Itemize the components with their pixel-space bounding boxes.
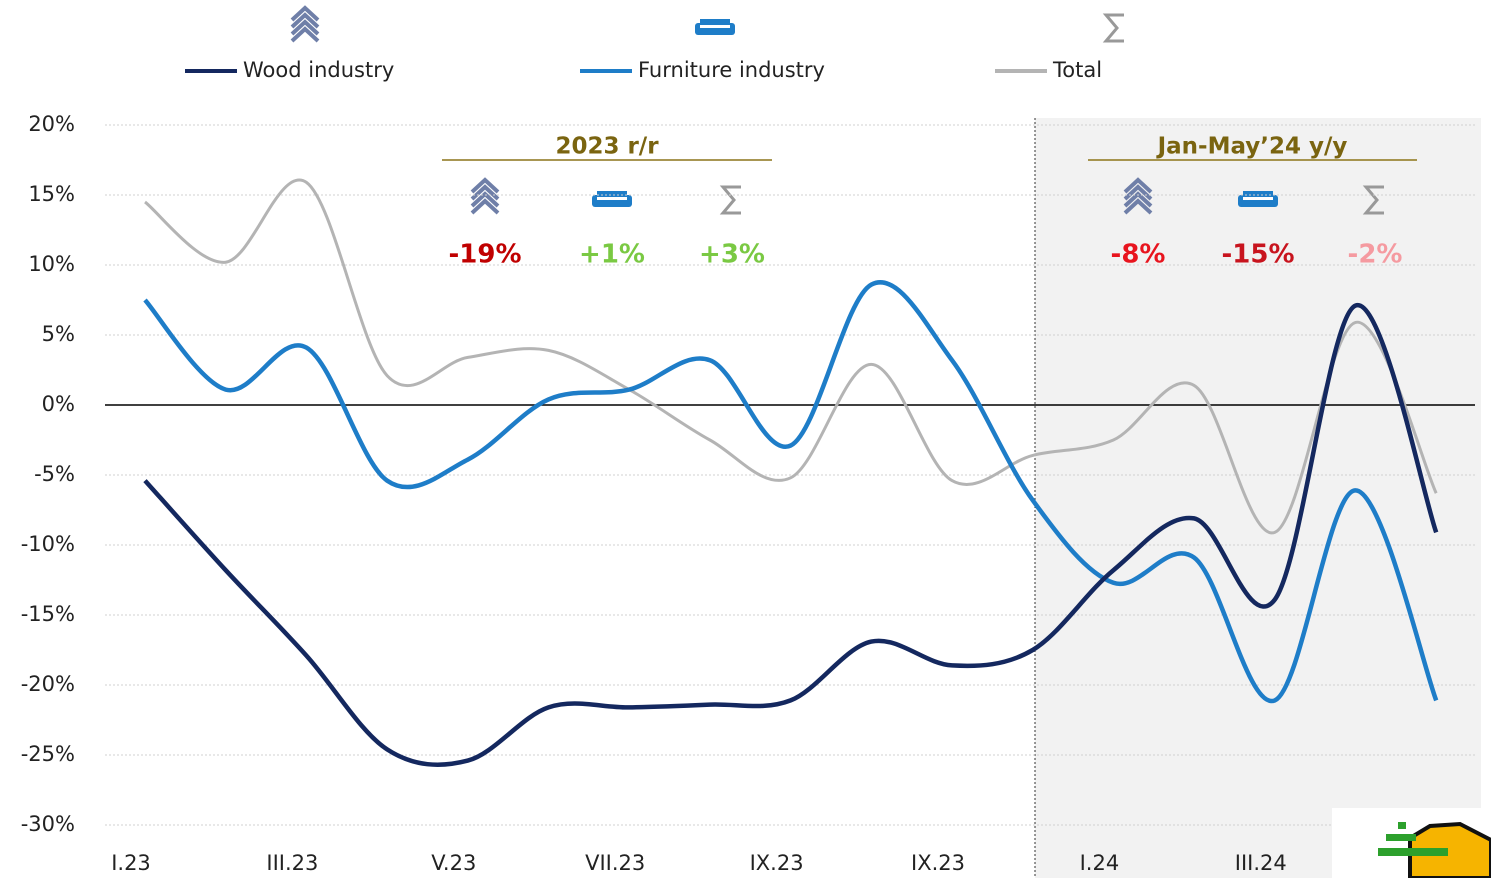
forecast-shade [1035, 118, 1481, 878]
x-tick-label: VII.23 [585, 851, 645, 875]
y-tick-label: 10% [28, 252, 75, 276]
sofa-seat [597, 191, 627, 196]
total-icon [1102, 13, 1124, 43]
total-icon [719, 185, 741, 215]
series-line [143, 280, 1439, 704]
sofa-seat [700, 19, 730, 24]
sofa-body [695, 23, 735, 35]
chevron [290, 12, 320, 29]
sofa-cushion [597, 197, 627, 200]
series-line [143, 303, 1439, 767]
annotation-value: -15% [1221, 240, 1294, 270]
y-tick-label: -25% [21, 742, 75, 766]
y-tick-label: -20% [21, 672, 75, 696]
chevron [1123, 177, 1153, 194]
annotation-value: -19% [448, 240, 521, 270]
sofa-seat [1243, 191, 1273, 196]
y-tick-label: 20% [28, 112, 75, 136]
legend-label: Wood industry [243, 58, 394, 82]
y-tick-label: 5% [42, 322, 75, 346]
annotation-value: -8% [1111, 240, 1166, 270]
x-tick-label: IX.23 [911, 851, 965, 875]
chevron [290, 26, 320, 43]
furniture-icon [592, 191, 632, 207]
annotation-title: 2023 r/r [555, 134, 659, 160]
icons [290, 5, 1384, 215]
plot: -30% -25% -20% -15% -10% -5% 0% 5% 10% 15% 20% I.23… [21, 112, 1475, 875]
sofa-body [592, 195, 632, 207]
furniture-icon [695, 19, 735, 35]
chevron [470, 191, 500, 208]
y-tick-label: -15% [21, 602, 75, 626]
wood-icon [470, 177, 500, 215]
annotation-value: -2% [1348, 240, 1403, 270]
chevron [1123, 198, 1153, 215]
sofa-cushion [700, 25, 730, 28]
x-tick-label: V.23 [431, 851, 476, 875]
x-tick-label: III.23 [266, 851, 318, 875]
legend-label: Furniture industry [638, 58, 825, 82]
series-line [144, 178, 1438, 535]
total-icon [1362, 185, 1384, 215]
sofa-cushion [1243, 197, 1273, 200]
chevron [290, 19, 320, 36]
furniture-icon [1238, 191, 1278, 207]
logo [1332, 808, 1491, 878]
y-tick-label: -30% [21, 812, 75, 836]
sofa-body [1238, 195, 1278, 207]
y-tick-label: 15% [28, 182, 75, 206]
x-tick-label: I.23 [111, 851, 151, 875]
x-tick-label: IX.23 [750, 851, 804, 875]
x-tick-label: III.24 [1235, 851, 1287, 875]
chevron [470, 177, 500, 194]
wood-icon [290, 5, 320, 43]
chevron [290, 5, 320, 22]
annotation-value: +3% [699, 240, 765, 270]
annotation-title: Jan-May’24 y/y [1156, 134, 1348, 160]
chevron [470, 198, 500, 215]
y-tick-label: -10% [21, 532, 75, 556]
annotation-value: +1% [579, 240, 645, 270]
chevron [1123, 191, 1153, 208]
y-tick-label: 0% [42, 392, 75, 416]
y-tick-label: -5% [34, 462, 75, 486]
x-tick-label: I.24 [1080, 851, 1120, 875]
legend-label: Total [1052, 58, 1102, 82]
